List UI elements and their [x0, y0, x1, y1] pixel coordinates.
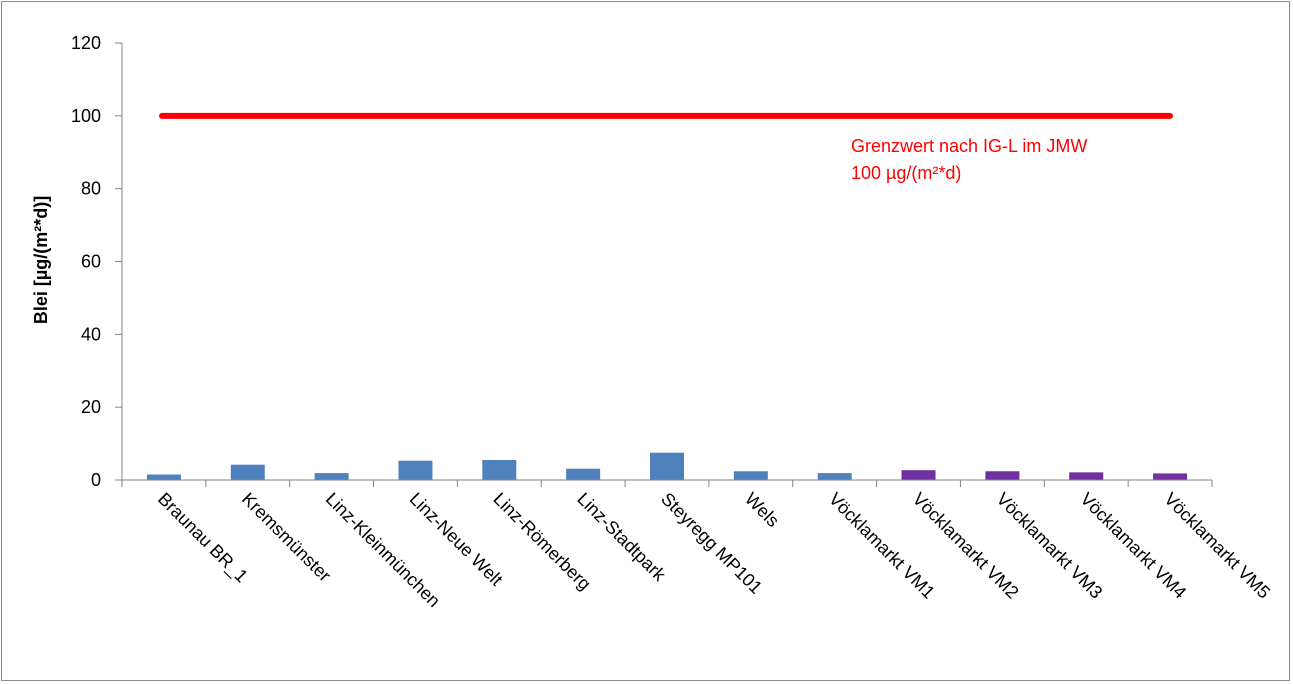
limit-label-line2: 100 µg/(m²*d): [851, 163, 961, 183]
y-axis-title: Blei [µg/(m²*d)]: [31, 196, 51, 324]
bars: [146, 452, 1188, 480]
bar-6: [566, 468, 601, 480]
bar-2: [230, 464, 265, 480]
limit-label-line1: Grenzwert nach IG-L im JMW: [851, 136, 1087, 156]
bar-3: [314, 473, 349, 480]
bar-12: [1069, 472, 1104, 480]
bar-9: [817, 473, 852, 480]
y-tick-label: 20: [81, 397, 101, 417]
bar-10: [901, 470, 936, 480]
y-axis-ticks: 0 20 40 60 80 100 120: [71, 33, 122, 490]
bar-11: [985, 471, 1020, 480]
bar-4: [398, 460, 433, 480]
x-axis-labels: Braunau BR_1KremsmünsterLinz-Kleinmünche…: [153, 489, 1274, 611]
y-tick-label: 60: [81, 252, 101, 272]
y-tick-label: 0: [91, 470, 101, 490]
bar-7: [650, 452, 684, 480]
bar-5: [482, 459, 517, 480]
x-tick-label: Wels: [741, 489, 783, 531]
bar-13: [1153, 473, 1188, 480]
x-axis-ticks: [121, 480, 1213, 487]
x-tick-label: Linz-Stadtpark: [573, 489, 670, 586]
y-tick-label: 120: [71, 33, 101, 53]
bar-8: [733, 471, 768, 480]
x-tick-label: Kremsmünster: [238, 489, 335, 586]
bar-1: [146, 474, 181, 480]
y-tick-label: 80: [81, 179, 101, 199]
x-tick-label: Braunau BR_1: [153, 489, 251, 587]
y-tick-label: 100: [71, 106, 101, 126]
y-tick-label: 40: [81, 324, 101, 344]
